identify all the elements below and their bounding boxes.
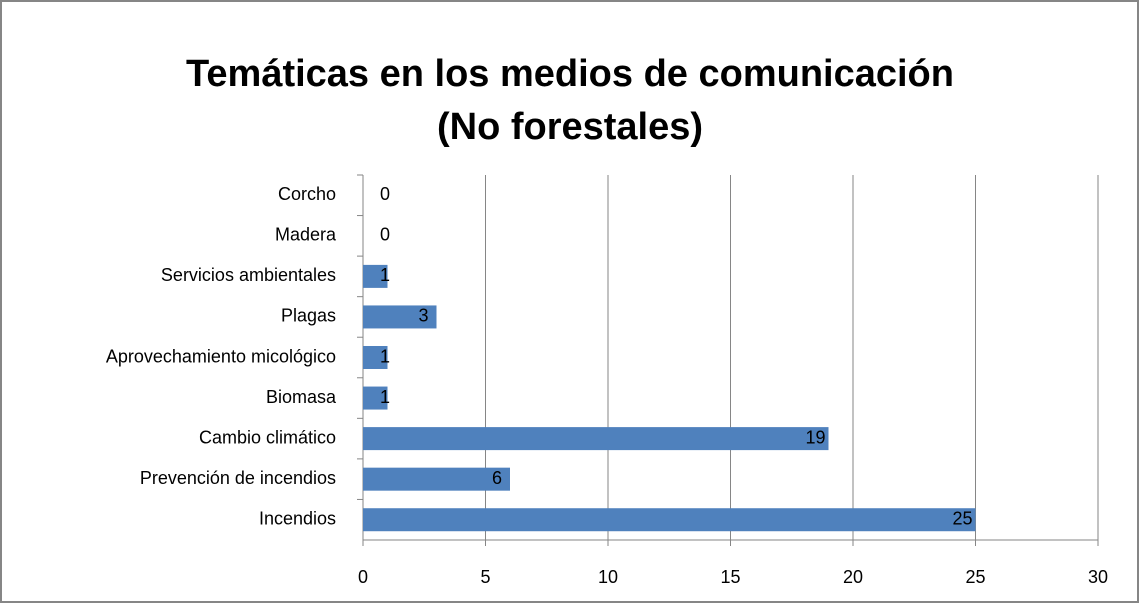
value-label: 1 xyxy=(380,346,390,366)
x-tick-label: 25 xyxy=(965,567,985,587)
y-tick-label: Aprovechamiento micológico xyxy=(106,346,336,366)
y-tick-label: Plagas xyxy=(281,306,336,326)
x-tick-label: 30 xyxy=(1088,567,1108,587)
bar xyxy=(363,508,976,532)
bar xyxy=(363,305,437,329)
chart-title: Temáticas en los medios de comunicación xyxy=(186,53,954,95)
value-label: 0 xyxy=(380,225,390,245)
bar xyxy=(363,467,510,491)
y-tick-label: Biomasa xyxy=(266,387,337,407)
y-tick-label: Servicios ambientales xyxy=(161,265,336,285)
value-label: 6 xyxy=(492,468,502,488)
value-label: 1 xyxy=(380,387,390,407)
x-tick-label: 15 xyxy=(720,567,740,587)
x-tick-label: 10 xyxy=(598,567,618,587)
value-label: 3 xyxy=(418,306,428,326)
x-tick-label: 20 xyxy=(843,567,863,587)
y-tick-label: Madera xyxy=(275,225,337,245)
y-tick-label: Prevención de incendios xyxy=(140,468,336,488)
x-tick-label: 0 xyxy=(358,567,368,587)
y-tick-label: Corcho xyxy=(278,184,336,204)
value-label: 25 xyxy=(952,508,972,528)
x-tick-label: 5 xyxy=(480,567,490,587)
value-label: 0 xyxy=(380,184,390,204)
chart-title: (No forestales) xyxy=(437,106,703,148)
value-label: 19 xyxy=(805,427,825,447)
bar xyxy=(363,386,388,410)
y-tick-label: Cambio climático xyxy=(199,427,336,447)
bar xyxy=(363,427,829,451)
value-label: 1 xyxy=(380,265,390,285)
y-tick-label: Incendios xyxy=(259,508,336,528)
bar xyxy=(363,346,388,369)
bar xyxy=(363,264,388,288)
